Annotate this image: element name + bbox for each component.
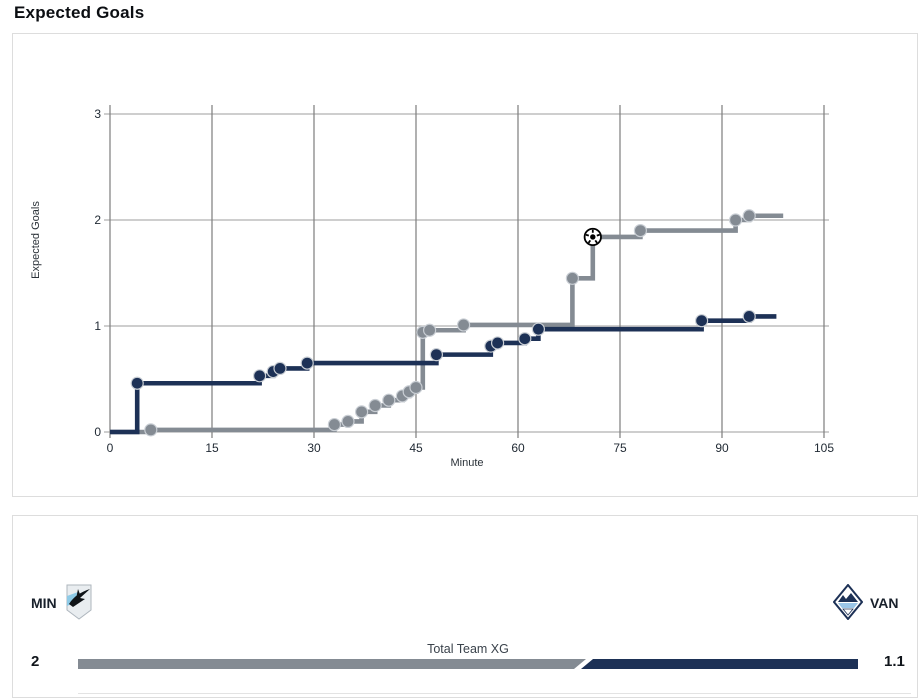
xg-line-min [110, 213, 784, 435]
shot-point-min [355, 405, 369, 419]
x-tick-label: 0 [107, 441, 114, 455]
shot-point-min [327, 417, 341, 432]
shot-point-min [457, 318, 471, 332]
away-xg-bar-segment [581, 659, 858, 669]
y-tick-label: 2 [94, 213, 101, 227]
soccer-ball-goal-icon [583, 227, 602, 247]
x-tick-label: 15 [205, 441, 219, 455]
home-team-label: MIN [31, 595, 57, 611]
shot-point-min [728, 213, 743, 227]
x-tick-label: 30 [307, 441, 321, 455]
shot-point-van [491, 336, 505, 350]
total-xg-bar [78, 659, 858, 669]
away-team-label: VAN [870, 595, 899, 611]
vancouver-whitecaps-crest-icon [833, 584, 863, 620]
x-tick-label: 45 [409, 441, 423, 455]
x-tick-label: 60 [511, 441, 525, 455]
y-tick-label: 0 [94, 425, 101, 439]
xg-chart-panel: Expected Goals Minute 0 1 2 3 0 15 30 45 60 75 90 1… [12, 33, 918, 497]
shot-point-van [518, 332, 532, 346]
shot-point-min [633, 224, 648, 238]
shot-point-min [341, 414, 355, 428]
shot-point-min [742, 209, 756, 223]
shot-point-van [130, 376, 144, 390]
x-axis-label: Minute [450, 457, 483, 469]
home-xg-value: 2 [31, 653, 40, 670]
shot-point-van [694, 314, 709, 328]
shot-point-min [565, 271, 580, 285]
summary-panel: MIN VAN Total Team XG 2 1.1 [12, 515, 918, 698]
summary-divider [78, 693, 911, 694]
shot-point-van [531, 322, 546, 336]
x-tick-label: 75 [613, 441, 627, 455]
shot-point-van [273, 361, 287, 375]
shot-point-van [300, 356, 314, 370]
home-xg-bar-segment [78, 659, 586, 669]
shot-point-min [382, 393, 396, 407]
shot-point-min [144, 423, 158, 437]
y-axis-label: Expected Goals [30, 201, 42, 279]
shot-point-min [409, 380, 423, 395]
xg-line-van [110, 314, 777, 435]
page-title: Expected Goals [14, 3, 145, 22]
shot-point-van [742, 309, 756, 324]
x-tick-label: 90 [715, 441, 729, 455]
data-points [130, 209, 756, 437]
total-xg-label: Total Team XG [427, 642, 509, 656]
shot-point-van [253, 369, 267, 383]
shot-point-min [423, 323, 437, 337]
away-xg-value: 1.1 [884, 653, 905, 670]
shot-point-van [429, 348, 443, 362]
y-tick-label: 1 [94, 319, 101, 333]
shot-point-min [368, 398, 382, 413]
x-tick-label: 105 [814, 441, 834, 455]
y-tick-label: 3 [94, 107, 101, 121]
minnesota-united-crest-icon [66, 584, 92, 620]
series-lines [110, 213, 784, 435]
